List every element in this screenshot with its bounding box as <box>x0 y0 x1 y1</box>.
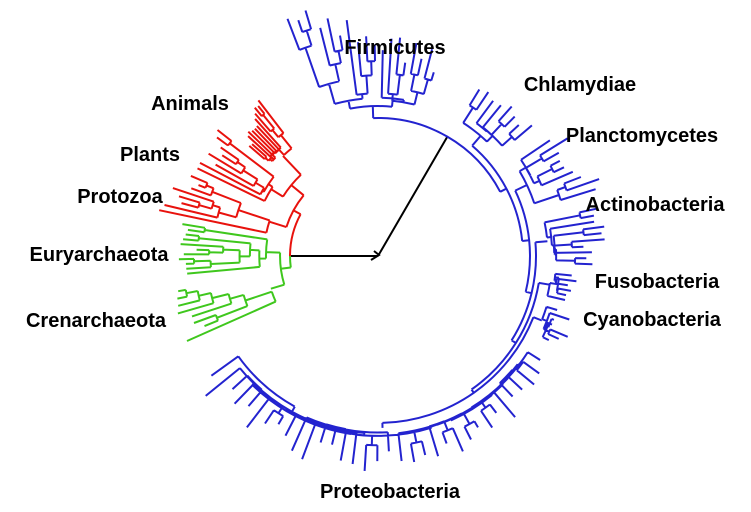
clade-label-chlamydiae: Chlamydiae <box>523 74 637 96</box>
clade-label-animals: Animals <box>151 93 229 115</box>
clade-label-actinobacteria: Actinobacteria <box>585 194 725 216</box>
clade-label-euryarchaeota: Euryarchaeota <box>29 244 169 266</box>
clade-label-firmicutes: Firmicutes <box>344 37 446 59</box>
clade-label-planctomycetes: Planctomycetes <box>565 125 719 147</box>
clade-label-fusobacteria: Fusobacteria <box>594 271 720 293</box>
clade-label-cyanobacteria: Cyanobacteria <box>583 309 721 331</box>
clade-label-proteobacteria: Proteobacteria <box>319 481 461 503</box>
clade-label-protozoa: Protozoa <box>77 186 163 208</box>
clade-label-plants: Plants <box>119 144 181 166</box>
clade-label-crenarchaeota: Crenarchaeota <box>25 310 167 332</box>
